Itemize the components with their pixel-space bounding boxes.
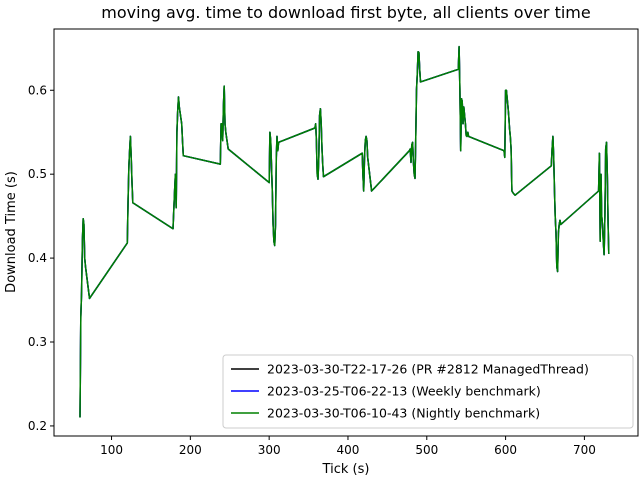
x-tick-label: 100 [100,443,123,457]
y-axis-label: Download Time (s) [4,171,19,293]
x-tick-label: 600 [494,443,517,457]
y-tick-label: 0.2 [28,419,47,433]
legend-box [222,354,634,429]
series-layer [79,45,610,418]
y-tick-label: 0.5 [28,167,47,181]
plot-area [53,28,639,437]
y-tick-label: 0.6 [28,83,47,97]
plot-frame [53,28,639,437]
legend-label-3: 2023-03-30-T06-10-43 (Nightly benchmark) [267,406,540,421]
x-axis: 100 200 300 400 500 600 700 [100,436,596,457]
x-tick-label: 700 [573,443,596,457]
x-tick-label: 500 [415,443,438,457]
y-tick-label: 0.4 [28,251,47,265]
series-line-3 [79,45,610,418]
x-tick-label: 200 [179,443,202,457]
chart-title: moving avg. time to download first byte,… [101,3,590,22]
x-tick-label: 300 [258,443,281,457]
legend: 2023-03-30-T22-17-26 (PR #2812 ManagedTh… [222,354,634,429]
x-tick-label: 400 [337,443,360,457]
legend-label-2: 2023-03-25-T06-22-13 (Weekly benchmark) [267,384,541,399]
y-axis: 0.2 0.3 0.4 0.5 0.6 [28,83,54,433]
legend-label-1: 2023-03-30-T22-17-26 (PR #2812 ManagedTh… [267,362,589,377]
x-axis-label: Tick (s) [322,462,370,477]
y-tick-label: 0.3 [28,335,47,349]
